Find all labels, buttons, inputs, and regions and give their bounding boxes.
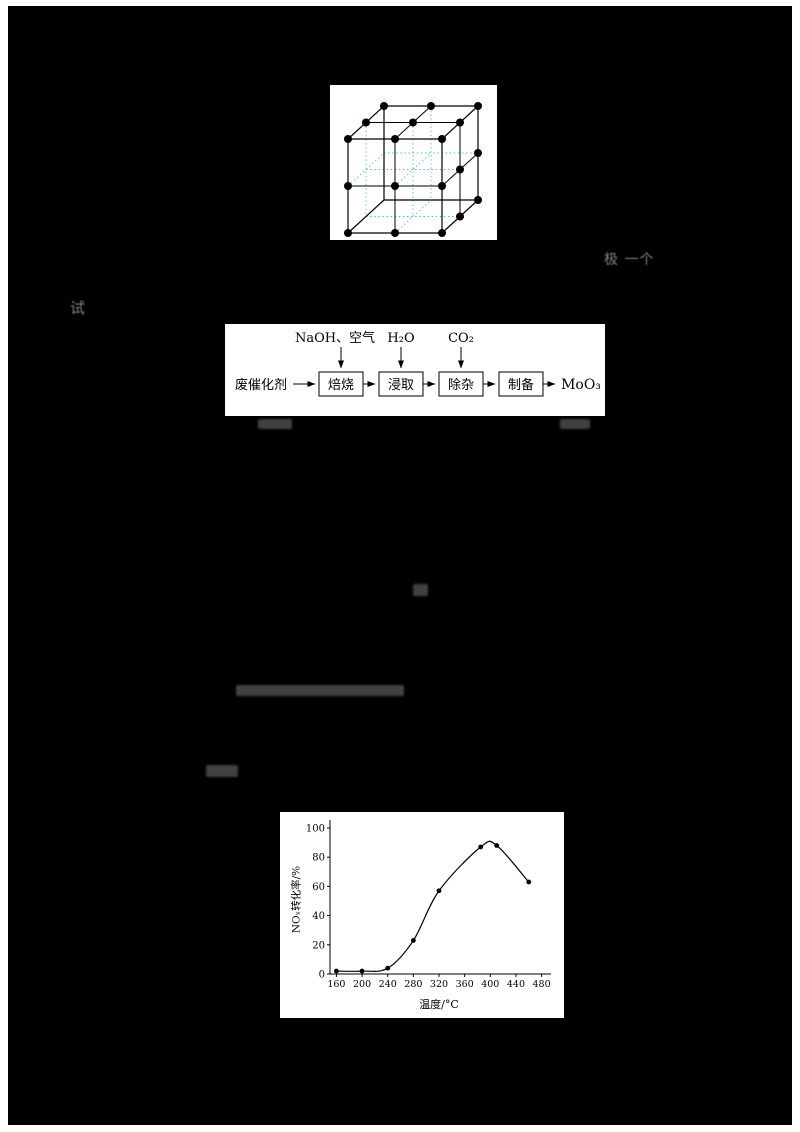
svg-text:200: 200 [353,979,371,990]
faint-text-artifact [206,765,238,777]
svg-text:360: 360 [456,979,474,990]
svg-text:280: 280 [404,979,422,990]
reagent-label-naoh-air: NaOH、空气 [295,330,375,346]
crystal-unit-cell-drawing [344,102,482,237]
svg-text:440: 440 [507,979,525,990]
svg-text:0: 0 [319,970,325,981]
flow-product-label: MoO₃ [561,377,601,393]
svg-text:60: 60 [312,882,325,893]
svg-text:80: 80 [312,853,325,864]
reagent-label-co2: CO₂ [448,331,474,346]
flow-step-leach: 浸取 [388,378,414,393]
faint-text-artifact [236,685,404,696]
svg-text:480: 480 [533,979,551,990]
faint-text-artifact [560,419,590,429]
faint-text-artifact [258,419,292,429]
flow-step-purify: 除杂 [448,378,474,393]
chart-x-axis-label: 温度/°C [419,998,459,1011]
svg-text:100: 100 [306,824,325,835]
svg-text:320: 320 [430,979,448,990]
svg-text:400: 400 [481,979,499,990]
process-flow-figure: NaOH、空气 H₂O CO₂ 废催化剂 焙烧 浸取 除杂 制备 MoO₃ [225,324,605,416]
flow-step-roast: 焙烧 [328,378,354,393]
scanned-document-page: 极 一个 试 NaOH、空气 H₂O CO₂ 废催化剂 焙烧 浸取 [8,6,792,1125]
svg-text:160: 160 [327,979,345,990]
faint-text-artifact [413,584,428,596]
no-conversion-chart-figure: 0 20 40 60 80 100 160 200 240 280 320 360 400 440 480 … [280,812,564,1018]
reagent-label-h2o: H₂O [387,331,414,346]
svg-text:240: 240 [379,979,397,990]
svg-text:20: 20 [312,940,325,951]
chart-svg: 0 20 40 60 80 100 160 200 240 280 320 360 400 440 480 [306,820,551,990]
faint-text-artifact: 极 一个 [604,252,655,268]
flow-diagram-svg: NaOH、空气 H₂O CO₂ 废催化剂 焙烧 浸取 除杂 制备 MoO₃ [235,330,601,397]
crystal-structure-figure [330,85,497,240]
faint-text-artifact: 试 [70,299,87,317]
flow-step-box [318,371,364,397]
chart-y-axis-label: NOₓ转化率/% [290,865,303,934]
crystal-atoms [344,102,482,237]
flow-step-box [498,371,544,397]
flow-step-prepare: 制备 [508,377,534,393]
svg-text:40: 40 [312,911,325,922]
crystal-hidden-gridlines [347,106,478,234]
flow-source-label: 废催化剂 [235,377,287,393]
